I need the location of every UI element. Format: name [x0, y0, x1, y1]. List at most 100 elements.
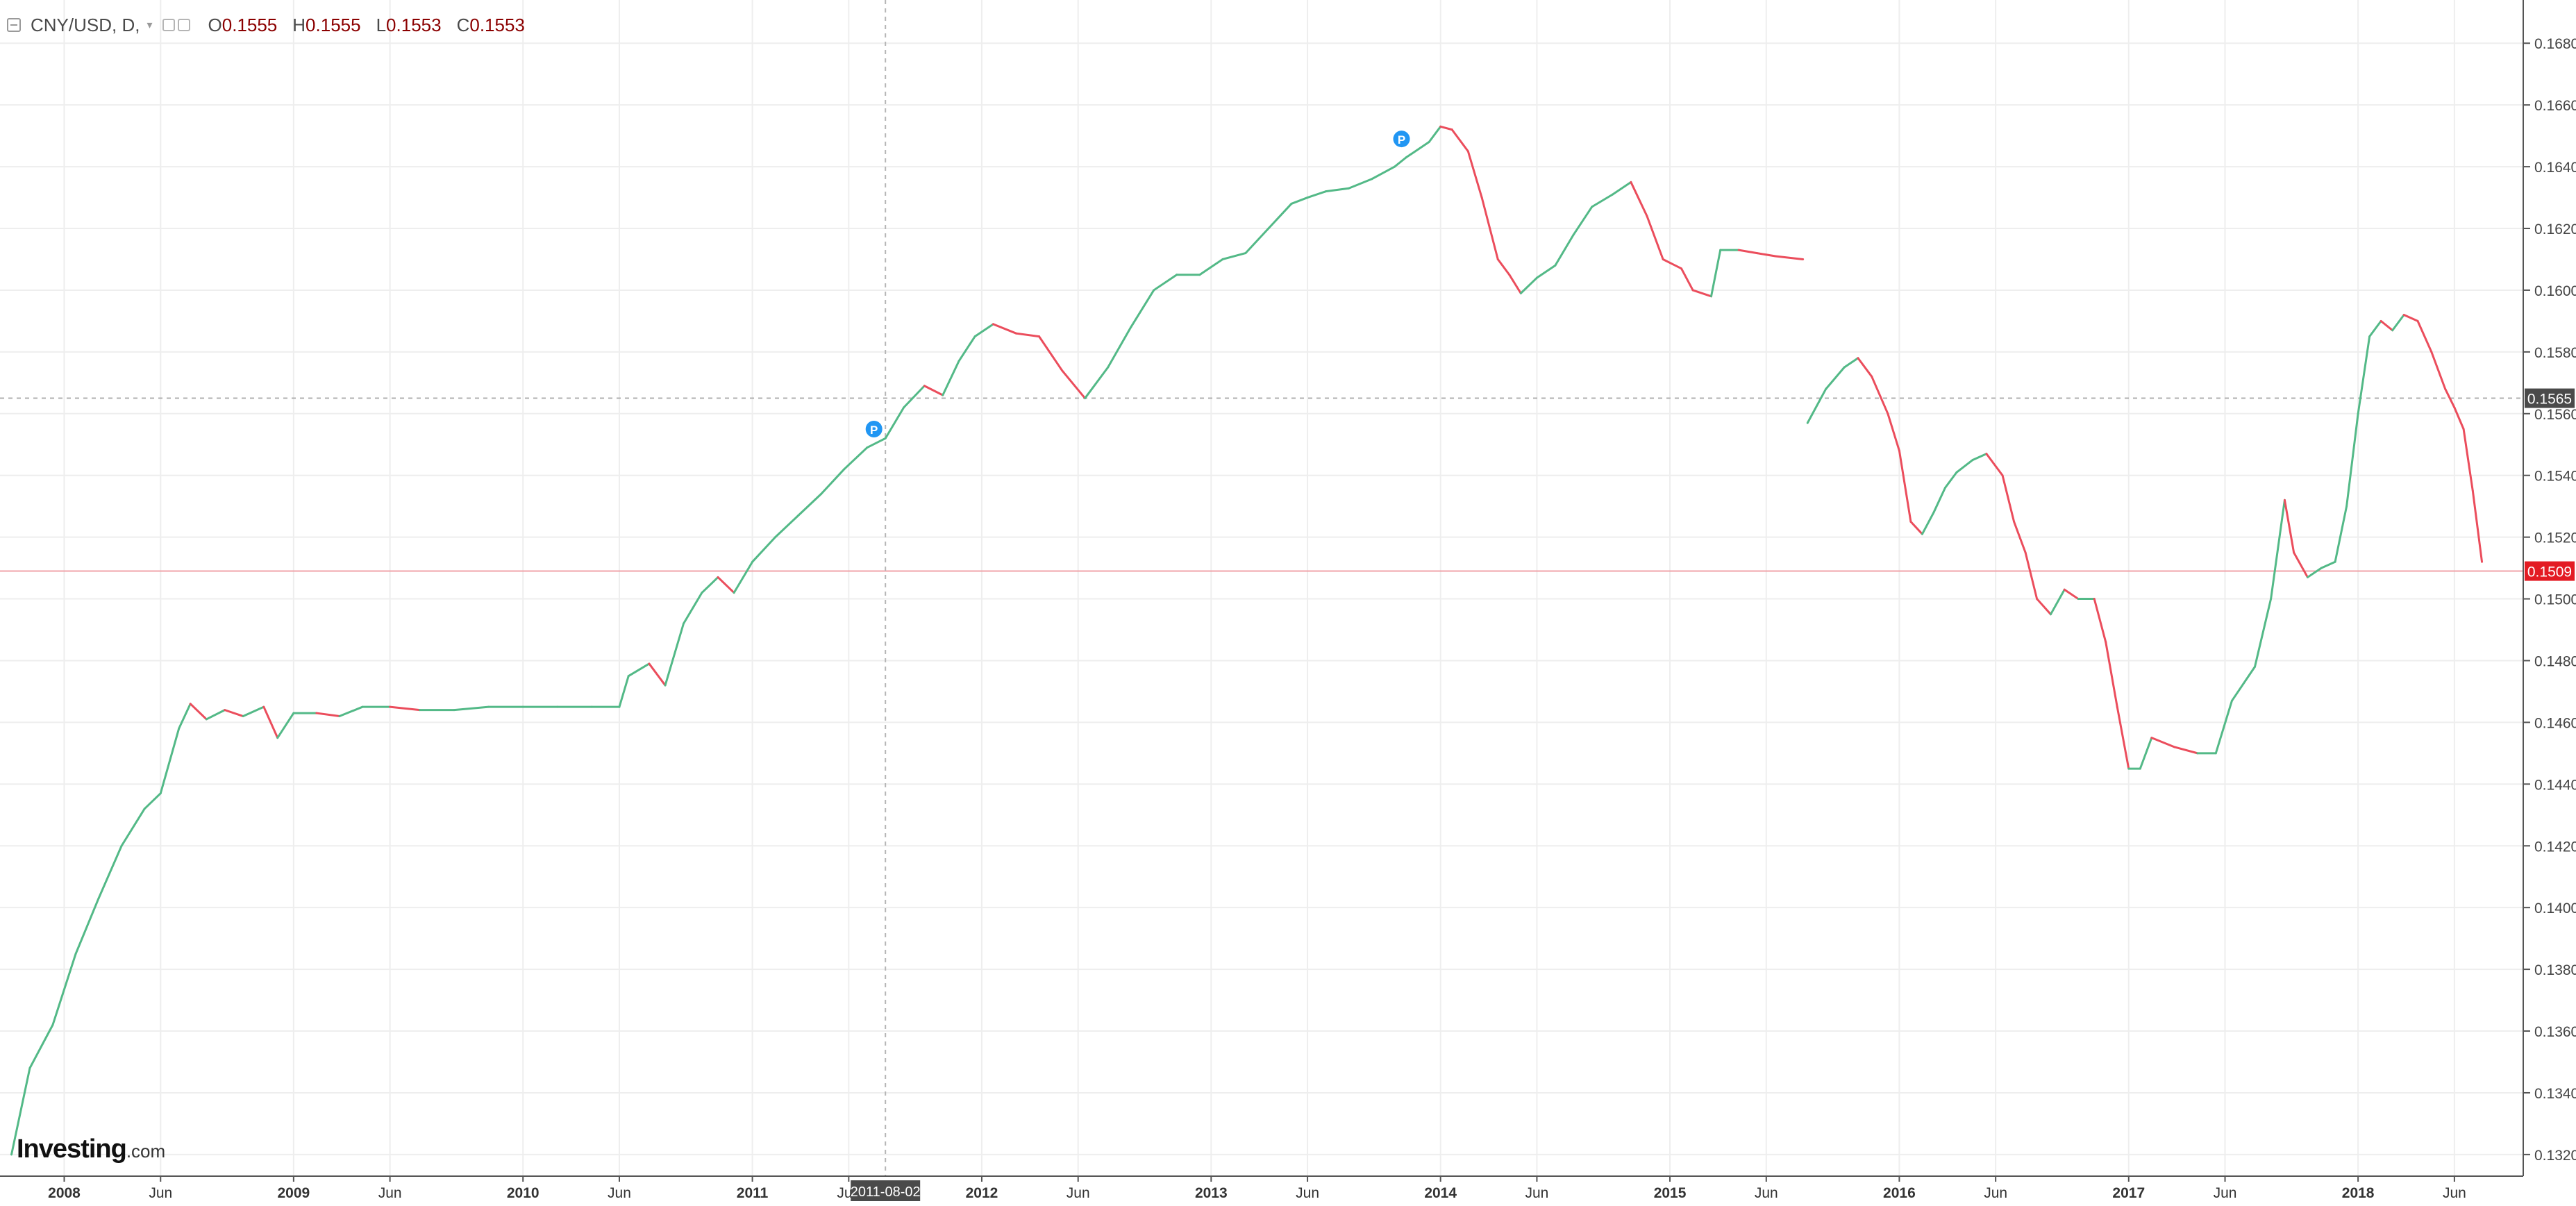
price-segment [1909, 520, 1923, 535]
price-segment [1015, 332, 1041, 338]
y-tick-label: 0.1520 [2534, 530, 2576, 546]
chevron-down-icon[interactable]: ▾ [147, 19, 153, 31]
price-segment [1756, 252, 1777, 258]
y-tick-label: 0.1620 [2534, 221, 2576, 237]
x-tick-label: 2016 [1883, 1185, 1916, 1201]
x-tick-label: 2008 [48, 1185, 81, 1201]
price-segment [1932, 486, 1946, 514]
price-segment [797, 492, 823, 517]
price-segment [2139, 737, 2153, 770]
price-segment [923, 385, 944, 396]
price-segment [2402, 314, 2419, 322]
reference-price-label: 0.1565 [2527, 392, 2572, 408]
marker-label[interactable]: P [870, 424, 878, 437]
price-segment [1662, 258, 1683, 270]
price-segment [973, 323, 994, 338]
price-segment [1572, 206, 1594, 236]
crosshair-date-badge [851, 1180, 921, 1201]
price-segment [178, 703, 192, 730]
price-segment [701, 576, 719, 594]
current-price-badge [2525, 561, 2575, 581]
price-segment [1466, 150, 1483, 199]
price-segment [2430, 351, 2447, 390]
price-segment [627, 662, 651, 678]
y-tick-label: 0.1360 [2534, 1024, 2576, 1040]
price-segment [1646, 215, 1664, 260]
price-segment [2306, 567, 2323, 578]
price-segment [28, 1023, 54, 1069]
x-tick-label: Jun [608, 1185, 631, 1201]
price-segment [1921, 511, 1935, 535]
x-tick-label: 2018 [2342, 1185, 2375, 1201]
x-tick-label: Jun [149, 1185, 172, 1201]
price-segment [2444, 387, 2456, 409]
price-segment [1943, 471, 1958, 489]
y-tick-label: 0.1540 [2534, 469, 2576, 485]
price-segment [717, 576, 735, 594]
marker-icon[interactable] [1393, 131, 1410, 148]
x-tick-label: Jun [1067, 1185, 1090, 1201]
price-segment [2093, 598, 2107, 644]
collapse-legend-icon[interactable] [7, 18, 21, 32]
x-tick-label: 2015 [1654, 1185, 1687, 1201]
y-tick-label: 0.1380 [2534, 962, 2576, 978]
reference-price-badge [2525, 388, 2575, 408]
price-segment [1806, 387, 1828, 424]
current-price-label: 0.1509 [2527, 564, 2572, 580]
price-segment [1535, 264, 1557, 279]
price-segment [2105, 641, 2118, 708]
price-segment [903, 385, 926, 409]
price-segment [843, 446, 869, 471]
price-segment [10, 1066, 31, 1156]
price-segment [1898, 449, 1912, 523]
marker-icon[interactable] [865, 421, 883, 438]
price-segment [189, 703, 208, 721]
price-segment [1630, 181, 1648, 217]
price-segment [1611, 181, 1632, 196]
y-tick-label: 0.1400 [2534, 901, 2576, 916]
price-segment [2173, 746, 2199, 755]
price-segment [276, 712, 295, 739]
price-segment [2293, 551, 2309, 578]
crosshair-date-label: 2011-08-02 [851, 1184, 921, 1200]
x-tick-label: 2017 [2112, 1185, 2145, 1201]
price-segment [224, 709, 244, 718]
price-segment [2036, 598, 2052, 616]
x-tick-label: 2011 [737, 1185, 769, 1201]
price-segment [1971, 453, 1988, 461]
price-segment [1871, 375, 1889, 415]
y-tick-label: 0.1440 [2534, 777, 2576, 793]
price-segment [143, 792, 162, 810]
price-segment [820, 468, 846, 495]
price-segment [1267, 202, 1293, 230]
price-segment [1394, 156, 1407, 168]
x-tick-label: 2009 [278, 1185, 310, 1201]
price-segment [453, 705, 490, 712]
price-segment [1710, 249, 1722, 298]
price-segment [1061, 369, 1087, 400]
y-tick-label: 0.1640 [2534, 160, 2576, 176]
price-segment [682, 592, 703, 625]
price-segment [2357, 335, 2371, 415]
visibility-icon[interactable] [162, 15, 193, 36]
price-segment [205, 709, 226, 721]
price-segment [2116, 705, 2130, 770]
price-segment [884, 406, 905, 439]
price-segment [664, 622, 685, 687]
price-segment [2024, 551, 2039, 601]
ohlc-high: H0.1555 [292, 14, 361, 35]
price-segment [1221, 252, 1247, 260]
symbol-title[interactable]: CNY/USD, D, [31, 14, 140, 35]
price-segment [1825, 366, 1846, 390]
price-segment [1450, 128, 1469, 153]
marker-label[interactable]: P [1398, 133, 1405, 146]
price-segment [2320, 560, 2336, 569]
y-tick-label: 0.1340 [2534, 1086, 2576, 1102]
x-tick-label: 2014 [1424, 1185, 1457, 1201]
price-segment [751, 536, 777, 563]
price-segment [1887, 412, 1900, 452]
price-segment [1371, 165, 1396, 181]
price-segment [992, 323, 1018, 335]
